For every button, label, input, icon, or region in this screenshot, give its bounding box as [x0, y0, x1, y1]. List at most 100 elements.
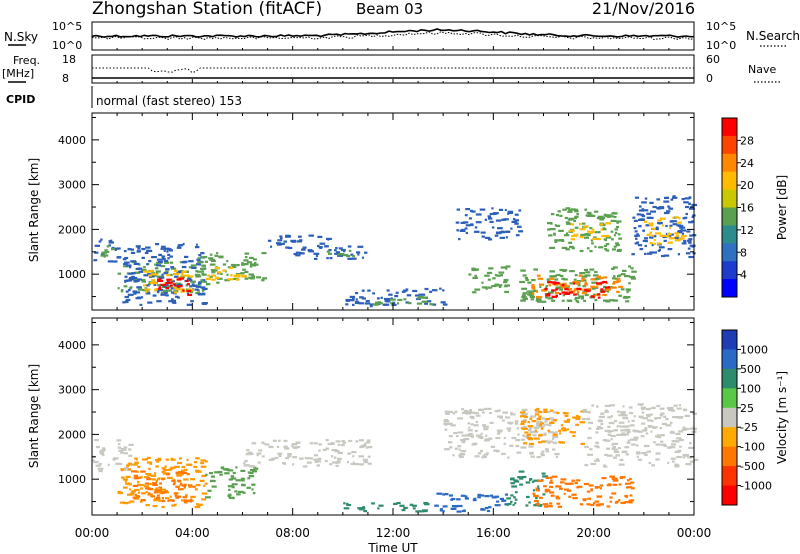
velocity-panel-cell	[625, 495, 628, 499]
velocity-panel-cell	[393, 502, 398, 505]
power-panel-cell	[663, 200, 670, 203]
power-panel-cell	[683, 201, 689, 204]
power-panel-cell	[492, 212, 499, 215]
velocity-panel-cell	[539, 424, 542, 427]
power-panel-cell	[230, 263, 237, 267]
velocity-panel-cell	[568, 495, 572, 498]
power-panel-cell	[104, 249, 108, 252]
power-panel-cell	[361, 297, 366, 300]
velocity-panel-cell	[651, 406, 656, 409]
power-panel-cell	[142, 289, 147, 292]
power-panel-cell	[569, 288, 573, 291]
power-panel-cell	[584, 236, 589, 239]
power-panel-cell	[504, 284, 510, 287]
velocity-panel-cell	[214, 471, 220, 474]
power-panel-cell	[201, 264, 206, 267]
power-panel-cell	[661, 254, 666, 258]
velocity-panel-cell	[510, 494, 514, 497]
velocity-panel-cell	[484, 439, 490, 442]
velocity-panel-cell	[258, 449, 263, 452]
power-panel-cell	[644, 209, 649, 212]
velocity-panel-cell	[127, 462, 132, 465]
power-panel-cell	[678, 224, 684, 227]
velocity-panel-cell	[317, 457, 322, 460]
power-panel-cell	[649, 224, 654, 227]
velocity-panel-cell	[501, 419, 505, 422]
velocity-panel-cell	[450, 498, 453, 501]
velocity-panel-cell	[553, 419, 558, 422]
power-panel-cell	[200, 252, 205, 255]
velocity-panel-cell	[234, 490, 238, 493]
power-panel-cell	[388, 298, 392, 301]
time-tick-label: 04:00	[175, 526, 210, 540]
velocity-panel-cell	[682, 453, 687, 457]
power-panel-cell	[570, 238, 575, 241]
time-tick-label: 16:00	[476, 526, 511, 540]
power-panel-cell	[424, 287, 429, 291]
velocity-panel-cell	[128, 468, 131, 471]
power-panel-cell	[590, 239, 594, 242]
power-panel-cell	[145, 292, 151, 295]
velocity-panel-cell	[423, 503, 430, 506]
power-panel-cell	[585, 271, 591, 274]
velocity-panel-cell	[447, 422, 453, 425]
velocity-panel-cell	[228, 488, 231, 491]
velocity-panel-cell	[178, 473, 184, 476]
velocity-panel-cell	[120, 468, 125, 471]
velocity-panel-cell	[494, 410, 499, 413]
power-panel-cell	[578, 295, 584, 298]
velocity-panel-cell	[460, 438, 466, 442]
power-panel-cell	[603, 238, 607, 241]
power-panel-cell	[133, 292, 137, 295]
power-panel-cell	[123, 285, 128, 288]
velocity-panel-cell	[511, 436, 517, 440]
power-panel-cell	[574, 226, 579, 229]
velocity-panel-cell	[250, 465, 255, 468]
velocity-panel-cell	[295, 441, 301, 444]
power-panel-cell	[652, 205, 657, 209]
velocity-panel-cell	[261, 441, 265, 444]
power-panel-cell	[334, 252, 340, 255]
velocity-panel-cell	[359, 445, 365, 449]
power-panel-cell	[663, 254, 670, 257]
nave-tick-top: 60	[706, 53, 720, 66]
velocity-panel-cell	[237, 490, 244, 493]
velocity-panel-cell	[163, 472, 166, 475]
velocity-panel-cell	[489, 421, 494, 424]
power-panel-cell	[415, 294, 419, 297]
power-panel-cell	[329, 257, 333, 260]
power-panel-cell	[548, 234, 553, 237]
power-panel-cell	[144, 251, 149, 255]
velocity-panel-cell	[499, 497, 504, 500]
velocity-panel-cell	[538, 441, 542, 444]
velocity-panel-cell	[614, 419, 618, 423]
velocity-panel-cell	[135, 470, 139, 473]
power-panel-cell	[590, 285, 596, 288]
freq-tick-top: 18	[62, 53, 76, 66]
power-panel-cell	[301, 248, 306, 251]
velocity-panel-colorbar-segment	[722, 407, 737, 428]
power-panel-cell	[579, 249, 584, 253]
power-panel-cell	[650, 210, 656, 213]
velocity-panel-cell	[423, 501, 429, 505]
power-panel-cell	[120, 290, 124, 293]
power-panel-colorbar-segment	[722, 153, 737, 173]
velocity-panel-cell	[579, 421, 586, 424]
velocity-panel-cell	[171, 479, 176, 482]
power-panel-cell	[361, 256, 364, 259]
power-panel-cell	[140, 268, 147, 271]
velocity-panel-cell	[466, 411, 473, 414]
velocity-panel-cell	[507, 456, 510, 459]
velocity-panel-cell	[505, 416, 511, 419]
power-panel-cell	[536, 290, 538, 293]
power-panel-cell	[600, 288, 604, 291]
power-panel-cell	[573, 219, 576, 222]
velocity-panel-cell	[462, 411, 468, 414]
power-panel-cell	[581, 292, 587, 295]
time-tick-label: 00:00	[677, 526, 712, 540]
velocity-panel-cell	[540, 422, 545, 425]
velocity-panel-cell	[473, 412, 479, 415]
power-panel-cell	[397, 302, 400, 305]
power-panel-cell	[567, 210, 573, 213]
